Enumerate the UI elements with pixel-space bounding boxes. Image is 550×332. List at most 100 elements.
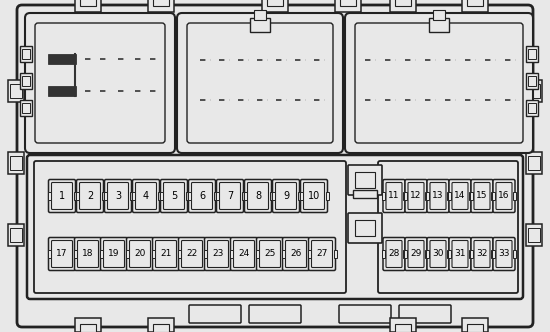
Bar: [8, 80, 24, 102]
Text: 13: 13: [432, 192, 444, 201]
Bar: [469, 250, 472, 258]
FancyBboxPatch shape: [27, 155, 523, 299]
Bar: [151, 250, 155, 258]
Bar: [153, 324, 169, 332]
FancyBboxPatch shape: [182, 240, 202, 268]
Text: 21: 21: [160, 250, 172, 259]
FancyBboxPatch shape: [383, 180, 405, 212]
Text: 26: 26: [290, 250, 302, 259]
Text: 25: 25: [265, 250, 276, 259]
FancyBboxPatch shape: [78, 240, 98, 268]
Text: 33: 33: [498, 250, 510, 259]
Bar: [10, 156, 22, 170]
Text: 7: 7: [227, 191, 233, 201]
Bar: [355, 172, 375, 188]
FancyBboxPatch shape: [311, 240, 333, 268]
Text: 28: 28: [388, 250, 400, 259]
Bar: [335, 0, 361, 12]
FancyBboxPatch shape: [386, 183, 402, 209]
Bar: [467, 0, 483, 6]
Text: 6: 6: [199, 191, 205, 201]
FancyBboxPatch shape: [474, 240, 490, 268]
Bar: [204, 250, 206, 258]
FancyBboxPatch shape: [74, 237, 102, 271]
FancyBboxPatch shape: [245, 180, 272, 212]
Bar: [80, 324, 96, 332]
FancyBboxPatch shape: [309, 237, 336, 271]
Bar: [526, 73, 538, 89]
FancyBboxPatch shape: [408, 240, 424, 268]
Bar: [178, 250, 180, 258]
FancyBboxPatch shape: [304, 183, 324, 209]
Text: 1: 1: [59, 191, 65, 201]
Bar: [326, 192, 328, 200]
Text: 23: 23: [212, 250, 224, 259]
Text: 2: 2: [87, 191, 93, 201]
FancyBboxPatch shape: [191, 183, 212, 209]
FancyBboxPatch shape: [249, 305, 301, 323]
Bar: [47, 250, 51, 258]
Bar: [74, 250, 76, 258]
Bar: [526, 80, 542, 102]
Bar: [429, 18, 449, 32]
Bar: [75, 0, 101, 12]
Bar: [125, 250, 129, 258]
Bar: [395, 0, 411, 6]
FancyBboxPatch shape: [248, 183, 268, 209]
FancyBboxPatch shape: [430, 183, 446, 209]
FancyBboxPatch shape: [493, 180, 515, 212]
Bar: [513, 250, 516, 258]
FancyBboxPatch shape: [348, 213, 382, 243]
FancyBboxPatch shape: [474, 183, 490, 209]
FancyBboxPatch shape: [471, 237, 493, 271]
Bar: [470, 250, 473, 258]
Bar: [282, 250, 284, 258]
FancyBboxPatch shape: [103, 240, 124, 268]
Bar: [157, 192, 161, 200]
Bar: [425, 192, 428, 200]
FancyBboxPatch shape: [187, 23, 333, 143]
Bar: [528, 103, 536, 113]
Bar: [467, 324, 483, 332]
Bar: [185, 192, 189, 200]
Text: 31: 31: [454, 250, 466, 259]
Bar: [447, 250, 450, 258]
FancyBboxPatch shape: [217, 180, 244, 212]
Bar: [526, 152, 542, 174]
Bar: [470, 192, 473, 200]
Bar: [204, 250, 206, 258]
FancyBboxPatch shape: [230, 237, 257, 271]
FancyBboxPatch shape: [107, 183, 129, 209]
Text: 10: 10: [308, 191, 320, 201]
FancyBboxPatch shape: [355, 23, 523, 143]
Bar: [382, 192, 385, 200]
Bar: [8, 224, 24, 246]
FancyBboxPatch shape: [345, 13, 533, 153]
Bar: [447, 192, 450, 200]
FancyBboxPatch shape: [207, 240, 228, 268]
Bar: [22, 76, 30, 86]
FancyBboxPatch shape: [35, 23, 165, 143]
Bar: [469, 192, 472, 200]
Bar: [462, 318, 488, 332]
Bar: [102, 192, 104, 200]
Bar: [513, 192, 516, 200]
Bar: [390, 318, 416, 332]
Text: 24: 24: [238, 250, 250, 259]
Bar: [131, 192, 135, 200]
Bar: [526, 224, 542, 246]
Bar: [528, 156, 540, 170]
Text: 19: 19: [108, 250, 120, 259]
Text: 30: 30: [432, 250, 444, 259]
Bar: [262, 0, 288, 12]
Bar: [395, 324, 411, 332]
Bar: [526, 46, 538, 62]
Bar: [426, 192, 429, 200]
Bar: [100, 250, 102, 258]
FancyBboxPatch shape: [189, 305, 241, 323]
Text: 8: 8: [255, 191, 261, 201]
Bar: [333, 250, 337, 258]
Bar: [20, 73, 32, 89]
Text: 18: 18: [82, 250, 94, 259]
Bar: [256, 250, 258, 258]
